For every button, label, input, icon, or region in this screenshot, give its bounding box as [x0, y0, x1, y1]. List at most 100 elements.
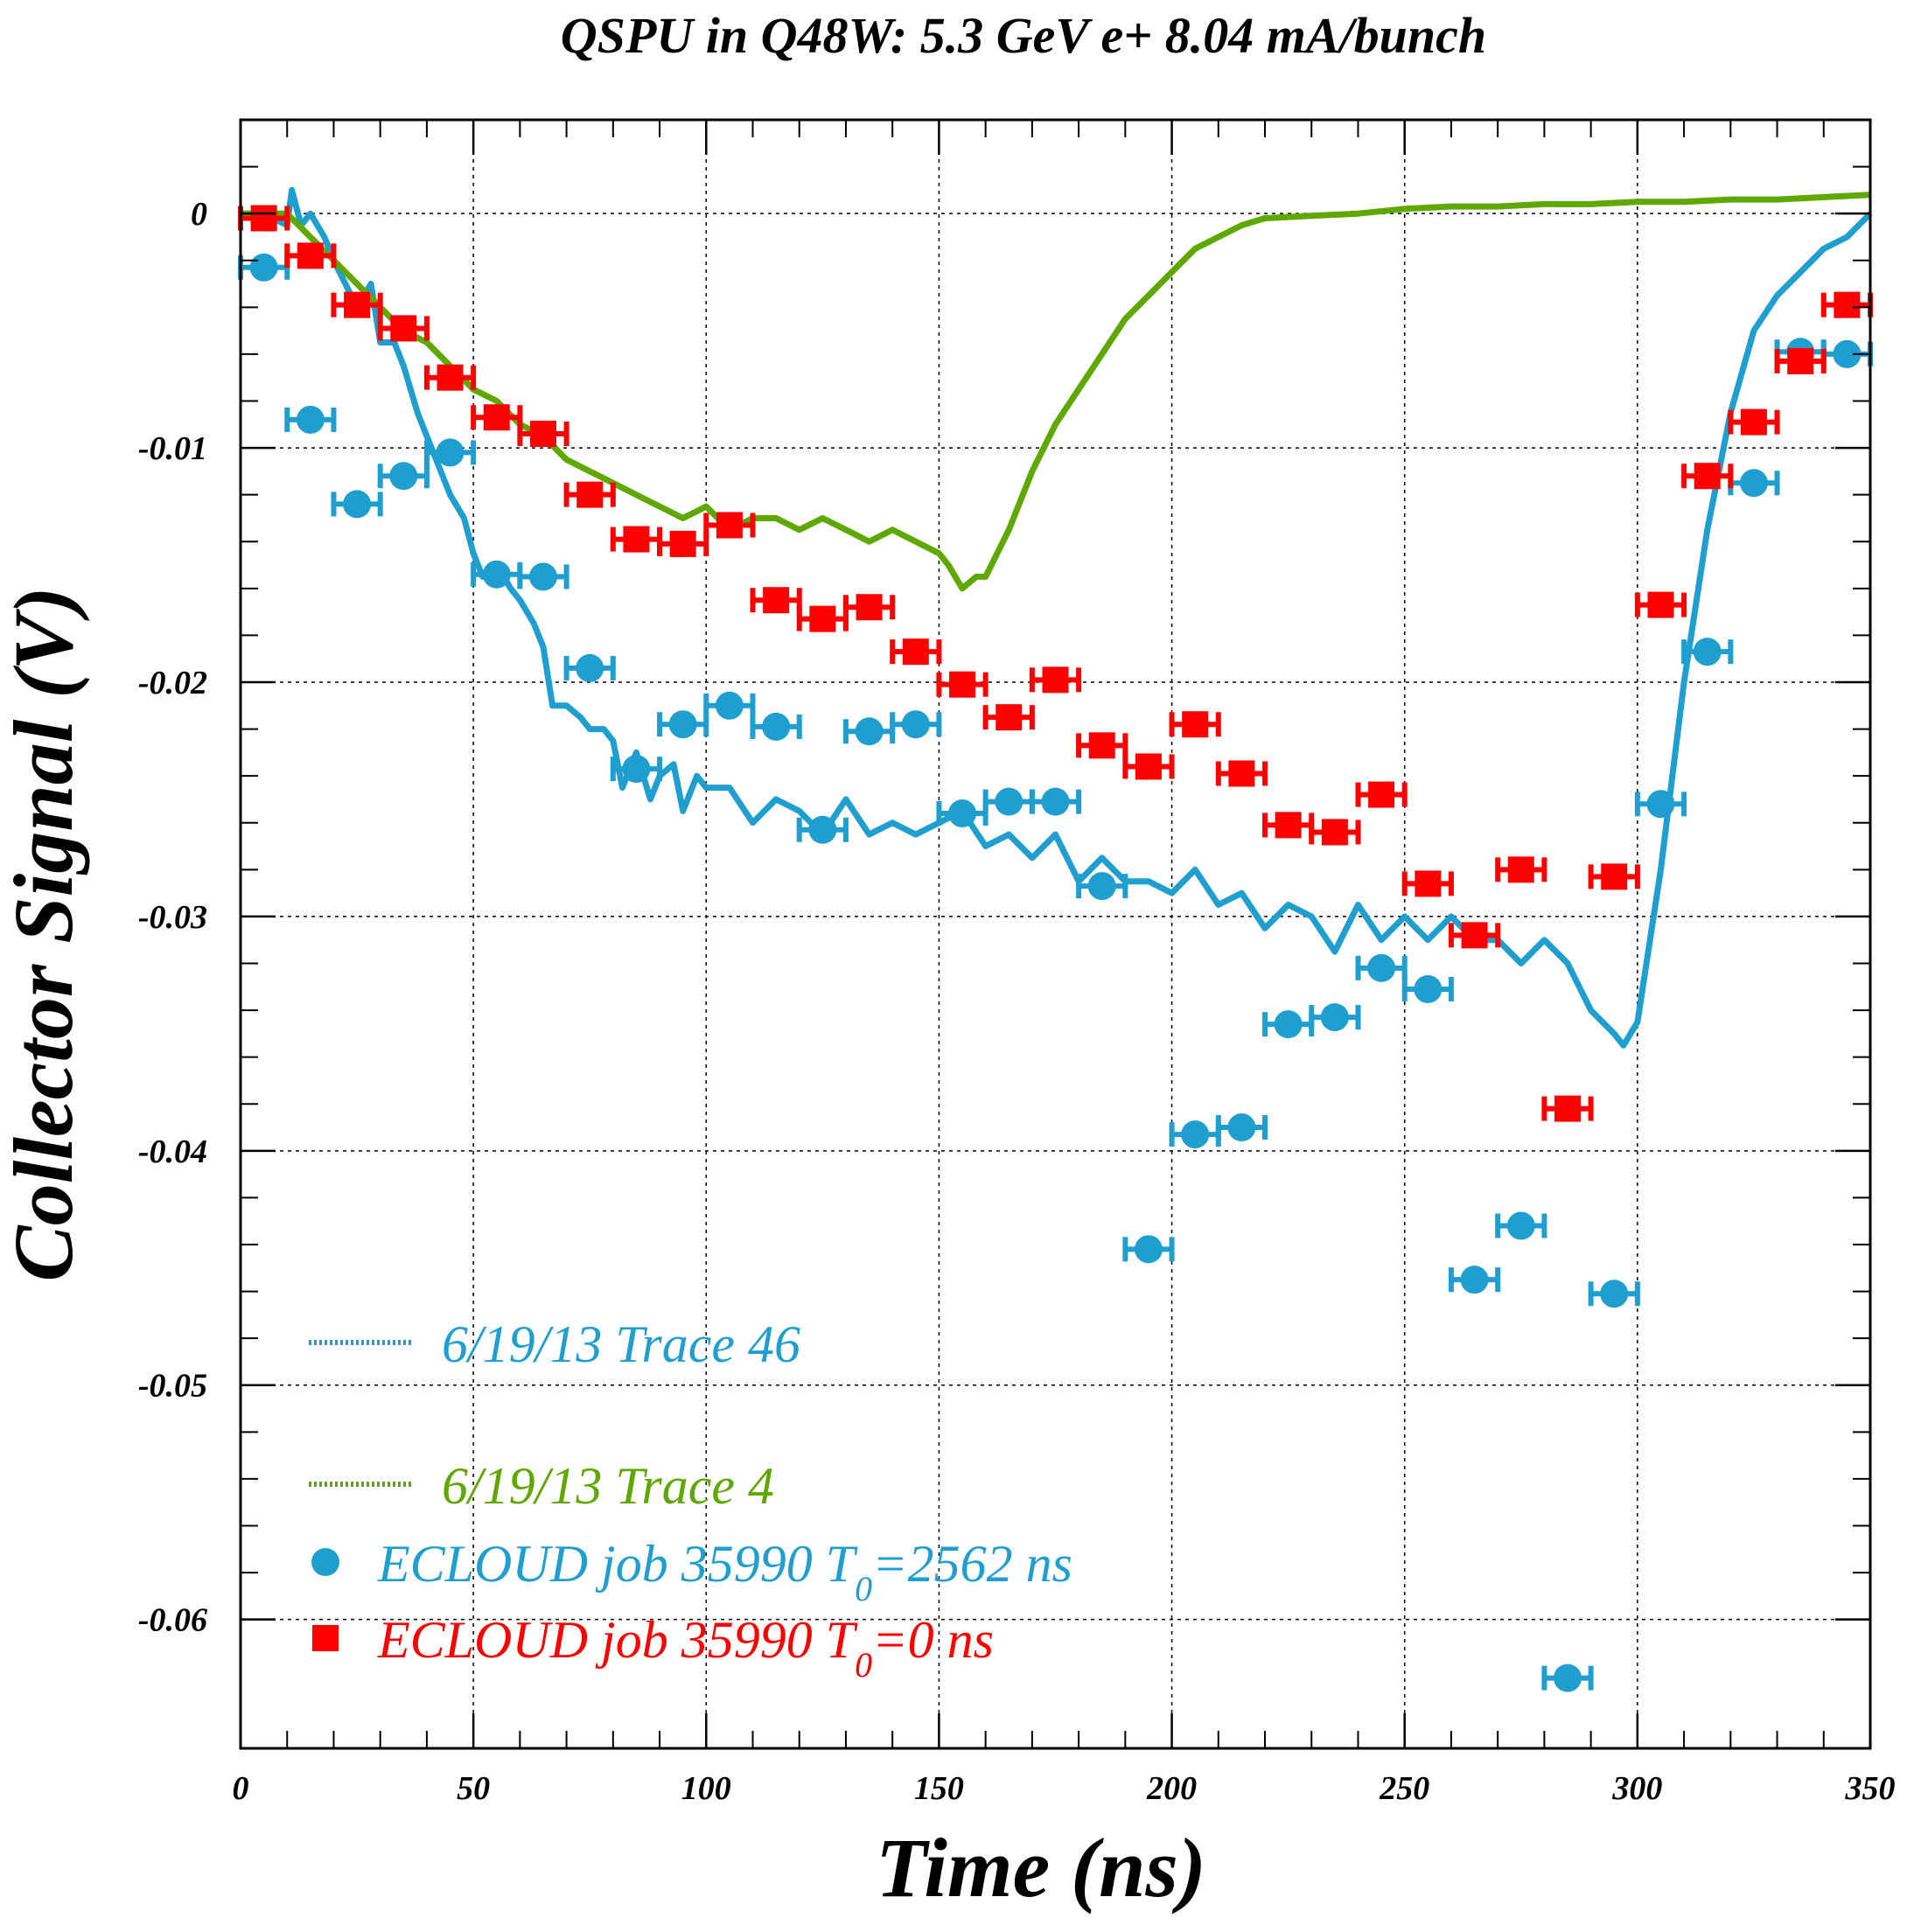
point-marker — [344, 291, 371, 318]
data-point-square — [982, 704, 1035, 731]
data-point-circle — [1355, 953, 1408, 982]
data-point-square — [1169, 711, 1221, 738]
data-point-circle — [1634, 790, 1687, 819]
y-tick-label: 0 — [191, 196, 207, 233]
point-marker — [902, 638, 929, 666]
data-point-square — [703, 512, 756, 539]
x-tick-label: 300 — [1611, 1770, 1662, 1807]
data-point-square — [1309, 819, 1361, 846]
point-marker — [668, 710, 697, 739]
point-marker — [483, 404, 510, 431]
data-point-circle — [331, 490, 383, 519]
point-marker — [716, 512, 743, 539]
point-marker — [995, 704, 1023, 731]
data-point-square — [1401, 870, 1454, 897]
data-point-square — [1448, 922, 1501, 949]
data-point-circle — [1169, 1120, 1221, 1149]
trace-lines — [241, 186, 1873, 1049]
point-marker — [1600, 1280, 1629, 1308]
data-point-square — [936, 671, 988, 698]
data-point-circle — [1728, 469, 1780, 498]
y-tick-label: -0.04 — [138, 1133, 207, 1170]
data-point-circle — [657, 710, 709, 739]
point-marker — [436, 438, 465, 467]
data-point-square — [750, 587, 802, 614]
data-point-circle — [982, 787, 1035, 816]
legend-label: ECLOUD job 35990 T0=2562 ns — [377, 1535, 1072, 1608]
point-marker — [1693, 638, 1722, 666]
data-point-circle — [1448, 1266, 1501, 1294]
legend-label: 6/19/13 Trace 46 — [442, 1315, 800, 1373]
point-marker — [482, 560, 511, 589]
legend-suffix: =0 ns — [872, 1611, 994, 1669]
tick-labels: 0 50 100 150 200 250 300 350 0 -0.01 -0.02 -0.03 -0.… — [138, 196, 1896, 1807]
point-marker — [296, 405, 325, 434]
point-marker — [1506, 1211, 1535, 1240]
point-marker — [1275, 812, 1302, 839]
legend-suffix: =2562 ns — [872, 1535, 1072, 1593]
legend-entry-1: 6/19/13 Trace 4 — [309, 1457, 774, 1515]
data-point-square — [1076, 732, 1128, 759]
point-marker — [1461, 922, 1488, 949]
point-marker — [1694, 463, 1721, 490]
data-point-square — [563, 481, 616, 508]
legend-label: ECLOUD job 35990 T0=0 ns — [377, 1611, 994, 1684]
legend-entry-0: 6/19/13 Trace 46 — [309, 1315, 800, 1373]
data-point-square — [284, 242, 337, 269]
x-tick-label: 200 — [1146, 1770, 1197, 1807]
point-marker — [1134, 1235, 1163, 1264]
axis-ticks — [239, 120, 1872, 1748]
legend: 6/19/13 Trace 46 6/19/13 Trace 4 ECLOUD jo… — [309, 1315, 1072, 1684]
y-tick-label: -0.01 — [138, 430, 207, 467]
data-point-circle — [1076, 872, 1128, 901]
point-marker — [1368, 781, 1395, 808]
data-point-circle — [377, 462, 430, 491]
point-marker — [1321, 819, 1348, 846]
data-point-circle — [563, 653, 616, 682]
legend-subscript: 0 — [855, 1569, 872, 1608]
point-marker — [1787, 347, 1814, 374]
data-point-circle — [1541, 1663, 1594, 1692]
data-point-square — [890, 638, 942, 666]
legend-circle-swatch — [311, 1548, 339, 1576]
data-point-square — [238, 205, 290, 232]
y-tick-label: -0.05 — [138, 1368, 207, 1405]
point-marker — [1088, 732, 1115, 759]
x-axis-title: Time (ns) — [876, 1821, 1206, 1915]
point-marker — [390, 315, 417, 342]
data-point-circle — [1122, 1235, 1175, 1264]
data-point-square — [1588, 863, 1640, 890]
data-point-circle — [1681, 638, 1734, 666]
grid — [241, 120, 1870, 1748]
x-tick-label: 0 — [233, 1770, 249, 1807]
point-marker — [529, 421, 556, 448]
point-marker — [1041, 787, 1070, 816]
point-marker — [1460, 1266, 1489, 1294]
point-marker — [1227, 1113, 1256, 1142]
point-marker — [250, 205, 277, 232]
point-marker — [1415, 870, 1442, 897]
point-marker — [389, 462, 418, 491]
data-point-square — [1495, 856, 1547, 883]
data-point-circle — [1029, 787, 1082, 816]
point-marker — [1647, 591, 1674, 618]
data-point-square — [1122, 753, 1175, 780]
point-marker — [1135, 753, 1162, 780]
data-point-square — [1774, 347, 1827, 374]
x-tick-label: 150 — [914, 1770, 964, 1807]
point-marker — [763, 587, 790, 614]
data-point-circle — [1309, 1003, 1361, 1032]
data-point-circle — [890, 710, 942, 739]
data-point-circle — [842, 717, 896, 746]
point-marker — [1507, 856, 1534, 883]
data-point-square — [610, 526, 663, 553]
point-marker — [669, 530, 696, 557]
data-point-circle — [423, 438, 477, 467]
data-point-square — [796, 605, 849, 632]
point-marker — [1554, 1663, 1582, 1692]
point-marker — [343, 490, 372, 519]
data-point-circle — [796, 815, 849, 844]
x-tick-label: 100 — [681, 1770, 731, 1807]
plot-frame — [239, 118, 1872, 1750]
